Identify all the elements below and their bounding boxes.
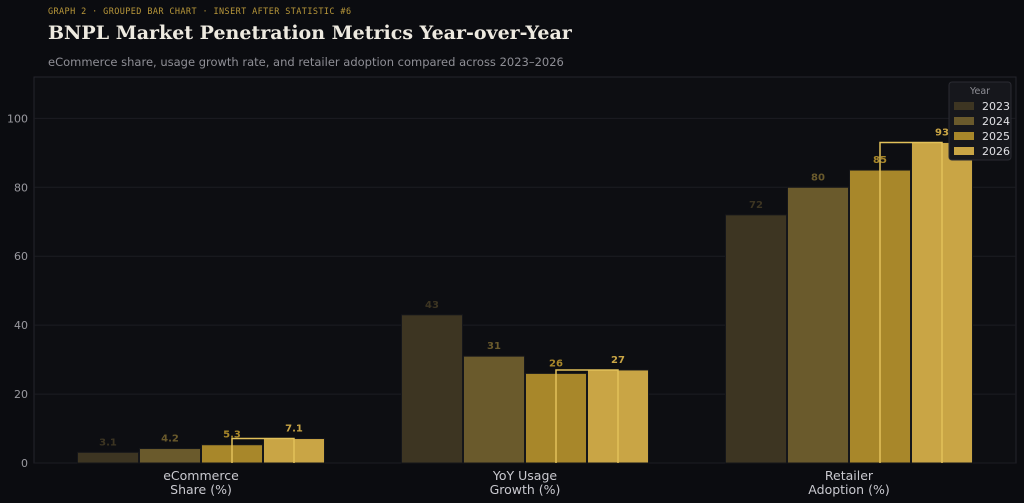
legend-swatch-2025 (954, 132, 974, 140)
kicker: GRAPH 2 · GROUPED BAR CHART · INSERT AFT… (48, 7, 352, 17)
data-label: 31 (487, 341, 501, 352)
data-label: 26 (549, 358, 563, 369)
comparison-bracket (555, 369, 619, 463)
data-label: 27 (611, 355, 625, 366)
bar-2023-0 (77, 451, 139, 464)
data-label: 80 (811, 172, 825, 183)
x-category-label: Share (%) (170, 482, 232, 497)
data-label: 72 (749, 200, 763, 211)
legend-label-2024: 2024 (982, 115, 1010, 128)
y-tick-label: 80 (14, 181, 28, 194)
bar-2024-0 (139, 448, 201, 464)
y-tick-label: 40 (14, 319, 28, 332)
y-tick-label: 100 (7, 112, 28, 125)
bar-2023-1 (401, 314, 463, 464)
y-tick-label: 60 (14, 250, 28, 263)
x-category-label: Adoption (%) (808, 482, 889, 497)
legend-swatch-2026 (954, 147, 974, 155)
x-category-label: eCommerce (163, 468, 239, 483)
legend-box (948, 81, 1012, 161)
x-category-label: Growth (%) (490, 482, 561, 497)
y-tick-label: 0 (21, 457, 28, 470)
chart-title: BNPL Market Penetration Metrics Year-ove… (48, 22, 572, 44)
legend-swatch-2024 (954, 117, 974, 125)
comparison-bracket (879, 141, 943, 463)
legend-label-2023: 2023 (982, 100, 1010, 113)
legend-swatch-2023 (954, 102, 974, 110)
legend-label-2026: 2026 (982, 145, 1010, 158)
y-tick-label: 20 (14, 388, 28, 401)
comparison-bracket (231, 437, 295, 463)
x-category-label: YoY Usage (492, 468, 557, 483)
data-label: 7.1 (285, 424, 303, 435)
chart-subtitle: eCommerce share, usage growth rate, and … (48, 55, 564, 69)
data-label: 3.1 (99, 437, 117, 448)
x-category-label: Retailer (825, 468, 874, 483)
data-label: 4.2 (161, 434, 179, 445)
legend-title: Year (969, 86, 990, 97)
bar-2023-2 (725, 214, 787, 464)
data-label: 5.3 (223, 430, 241, 441)
bar-2024-1 (463, 355, 525, 464)
legend-label-2025: 2025 (982, 130, 1010, 143)
data-label: 93 (935, 127, 949, 138)
bar-2024-2 (787, 186, 849, 464)
data-label: 43 (425, 300, 439, 311)
